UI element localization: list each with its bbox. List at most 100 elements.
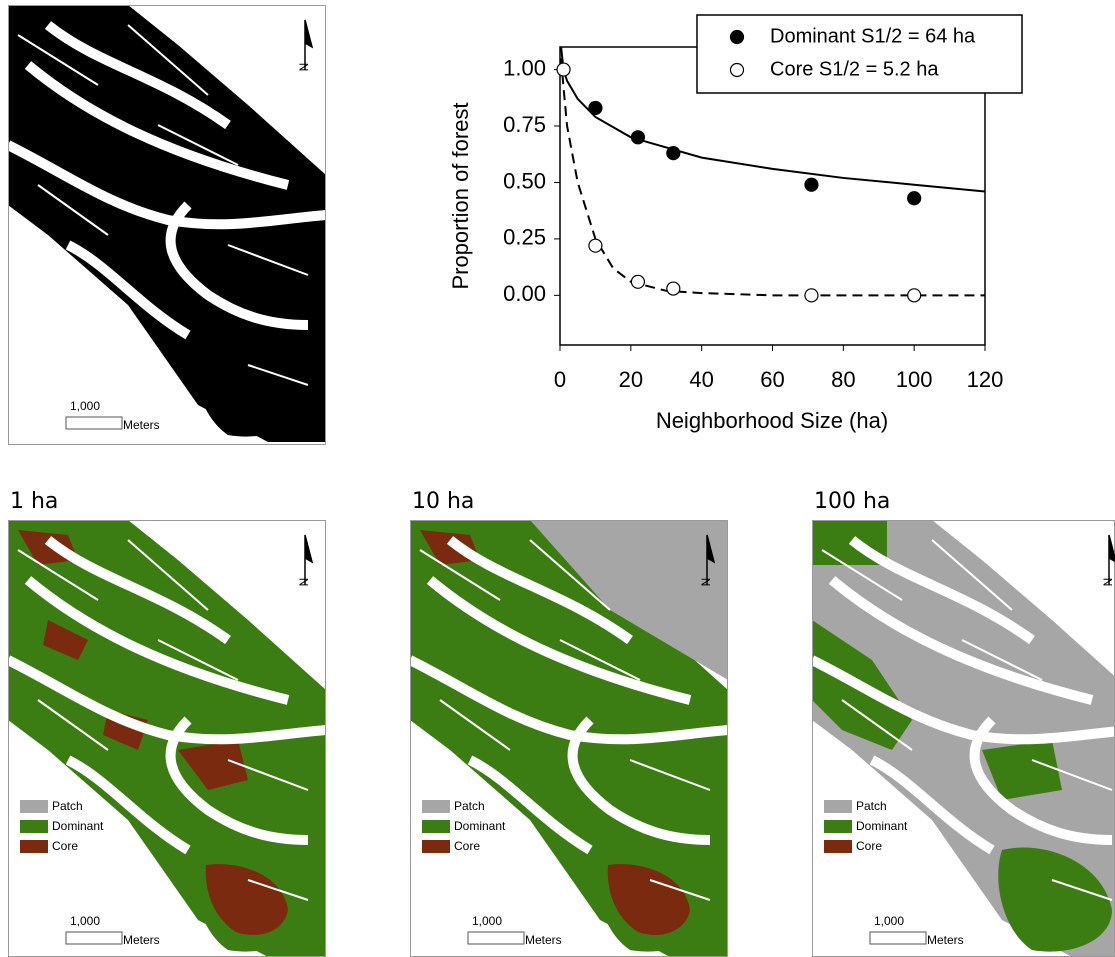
fit-curve bbox=[560, 58, 985, 297]
x-tick-label: 40 bbox=[689, 367, 713, 392]
legend-label: Dominant S1/2 = 64 ha bbox=[770, 25, 976, 47]
river bbox=[969, 716, 1113, 845]
panel-title: 1 ha bbox=[10, 489, 58, 514]
map-panel: N 1,000 Meters Patch Dominant Core bbox=[8, 520, 326, 957]
north-arrow bbox=[1108, 534, 1115, 585]
river bbox=[467, 755, 593, 855]
scale-label: 1,000 bbox=[70, 399, 100, 413]
legend-swatch bbox=[422, 800, 450, 813]
river bbox=[247, 364, 309, 386]
river bbox=[529, 539, 611, 611]
river bbox=[812, 655, 1115, 745]
core-area bbox=[607, 864, 690, 936]
river bbox=[419, 549, 501, 601]
scale-unit: Meters bbox=[927, 933, 964, 947]
river bbox=[227, 759, 309, 791]
river bbox=[961, 639, 1043, 681]
river bbox=[8, 655, 326, 745]
legend-label: Core bbox=[454, 839, 480, 853]
x-axis-label: Neighborhood Size (ha) bbox=[656, 408, 888, 433]
scale-bar bbox=[467, 931, 525, 945]
river bbox=[1051, 879, 1113, 901]
legend-swatch bbox=[824, 820, 852, 833]
land-class bbox=[530, 520, 728, 680]
river bbox=[24, 576, 290, 705]
river bbox=[165, 201, 309, 330]
north-arrow bbox=[304, 19, 314, 70]
river bbox=[841, 699, 913, 751]
legend-label: Core bbox=[856, 839, 882, 853]
y-tick-label: 0.00 bbox=[503, 281, 546, 306]
river bbox=[439, 699, 511, 751]
river bbox=[44, 21, 231, 130]
map bbox=[410, 520, 728, 957]
river bbox=[44, 536, 231, 645]
x-tick-label: 120 bbox=[967, 367, 1004, 392]
land-class bbox=[982, 740, 1062, 800]
river bbox=[931, 539, 1013, 611]
north-label: N bbox=[699, 578, 713, 587]
legend-swatch bbox=[422, 820, 450, 833]
legend-label: Patch bbox=[856, 799, 887, 813]
river bbox=[24, 61, 290, 190]
y-axis-label: Proportion of forest bbox=[448, 102, 473, 289]
legend-swatch bbox=[824, 840, 852, 853]
y-tick-label: 1.00 bbox=[503, 55, 546, 80]
river bbox=[37, 184, 109, 236]
scale-unit: Meters bbox=[123, 418, 160, 432]
scale-label: 1,000 bbox=[70, 914, 100, 928]
scale-unit: Meters bbox=[525, 933, 562, 947]
river bbox=[869, 755, 995, 855]
river bbox=[821, 549, 903, 601]
core-area bbox=[43, 620, 88, 660]
map bbox=[8, 5, 326, 442]
core-area bbox=[205, 864, 288, 936]
point bbox=[556, 62, 571, 77]
x-tick-label: 60 bbox=[760, 367, 784, 392]
x-tick-label: 0 bbox=[554, 367, 566, 392]
river bbox=[65, 755, 191, 855]
legend-box bbox=[696, 14, 1023, 94]
land bbox=[812, 520, 1115, 957]
legend-swatch bbox=[20, 820, 48, 833]
x-tick-label: 100 bbox=[896, 367, 933, 392]
land bbox=[194, 332, 308, 437]
map-panel: N 1,000 Meters Patch Dominant Core bbox=[812, 520, 1115, 957]
scale-label: 1,000 bbox=[472, 914, 502, 928]
y-tick-label: 0.75 bbox=[503, 112, 546, 137]
river bbox=[410, 655, 728, 745]
map bbox=[8, 520, 326, 957]
legend-label: Core S1/2 = 5.2 ha bbox=[770, 58, 939, 80]
river bbox=[1031, 759, 1113, 791]
river bbox=[227, 244, 309, 276]
x-tick-label: 80 bbox=[831, 367, 855, 392]
river bbox=[17, 34, 99, 86]
point bbox=[666, 281, 681, 296]
scale-bar bbox=[869, 931, 927, 945]
river bbox=[165, 716, 309, 845]
river bbox=[127, 24, 209, 96]
point bbox=[630, 274, 646, 289]
map-panel: N 1,000 Meters Patch Dominant Core bbox=[410, 520, 728, 957]
north-label: N bbox=[1101, 578, 1115, 587]
north-label: N bbox=[297, 63, 311, 72]
legend-marker bbox=[729, 29, 745, 45]
point bbox=[907, 191, 922, 206]
legend-swatch bbox=[20, 840, 48, 853]
legend-swatch bbox=[422, 840, 450, 853]
map-frame bbox=[8, 5, 326, 445]
land-class bbox=[998, 847, 1112, 952]
point bbox=[630, 130, 646, 145]
river bbox=[247, 879, 309, 901]
legend-swatch bbox=[20, 800, 48, 813]
scale-bar bbox=[65, 931, 123, 945]
point bbox=[804, 177, 819, 192]
scale-bar bbox=[65, 416, 123, 430]
river bbox=[446, 536, 633, 645]
river bbox=[567, 716, 711, 845]
north-label: N bbox=[297, 578, 311, 587]
north-arrow bbox=[706, 534, 716, 585]
point bbox=[666, 146, 681, 161]
legend-label: Dominant bbox=[52, 819, 104, 833]
